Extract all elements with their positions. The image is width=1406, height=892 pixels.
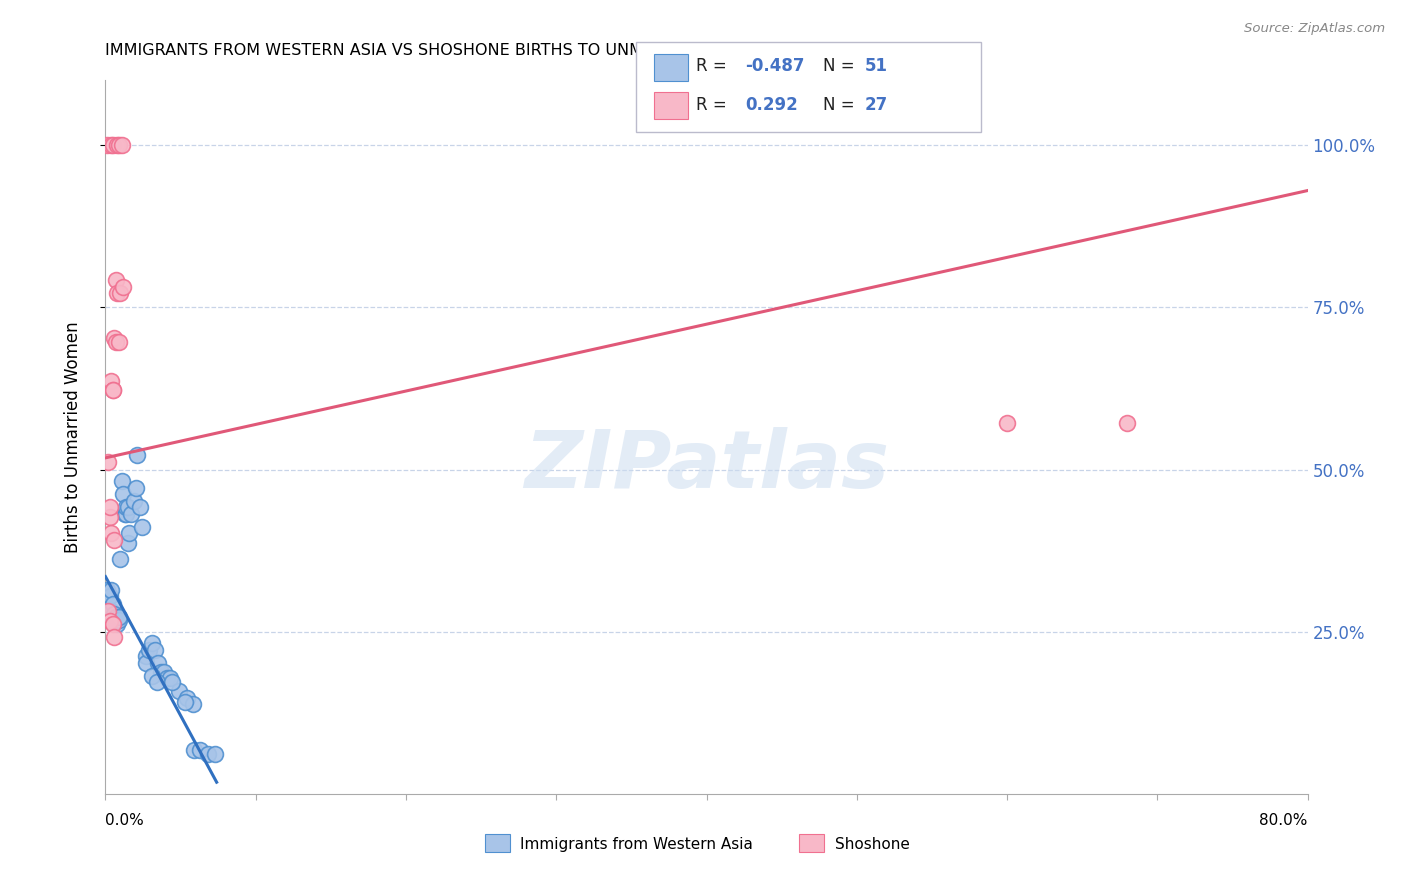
Point — [100, 604, 122, 618]
Point — [108, 138, 131, 153]
Point — [183, 743, 205, 757]
Point — [103, 607, 125, 621]
Text: R =: R = — [696, 57, 733, 75]
Point — [995, 416, 1018, 430]
Point — [188, 743, 211, 757]
Point — [204, 747, 226, 761]
Point — [103, 613, 125, 627]
Point — [111, 138, 134, 153]
Text: IMMIGRANTS FROM WESTERN ASIA VS SHOSHONE BIRTHS TO UNMARRIED WOMEN CORRELATION C: IMMIGRANTS FROM WESTERN ASIA VS SHOSHONE… — [105, 43, 952, 58]
Point — [120, 507, 142, 521]
Point — [112, 279, 135, 293]
Text: 27: 27 — [865, 95, 889, 113]
Point — [112, 487, 135, 501]
Point — [100, 526, 122, 541]
Point — [153, 665, 176, 679]
Point — [101, 384, 124, 398]
Point — [181, 698, 204, 712]
Point — [143, 643, 166, 657]
Point — [107, 613, 129, 627]
Point — [97, 604, 120, 618]
Point — [104, 613, 127, 627]
Point — [98, 500, 121, 515]
Point — [101, 598, 124, 612]
Point — [115, 500, 138, 515]
Point — [107, 286, 129, 301]
Point — [160, 675, 183, 690]
Point — [100, 582, 122, 597]
Text: 51: 51 — [865, 57, 887, 75]
Point — [98, 589, 121, 603]
Point — [135, 656, 157, 670]
Text: Source: ZipAtlas.com: Source: ZipAtlas.com — [1244, 22, 1385, 36]
Text: 0.0%: 0.0% — [105, 814, 145, 828]
Point — [98, 509, 121, 524]
Point — [97, 602, 120, 616]
Point — [101, 138, 124, 153]
Point — [103, 533, 125, 547]
Point — [145, 675, 167, 690]
Point — [138, 643, 160, 657]
Point — [110, 286, 132, 301]
Text: N =: N = — [823, 95, 859, 113]
Point — [110, 552, 132, 566]
Point — [115, 507, 138, 521]
Point — [103, 630, 125, 644]
Point — [124, 481, 146, 495]
Point — [141, 669, 163, 683]
Point — [117, 536, 139, 550]
Point — [107, 616, 129, 631]
Point — [101, 616, 124, 631]
Point — [100, 138, 122, 153]
Point — [167, 684, 190, 698]
Text: 80.0%: 80.0% — [1260, 814, 1308, 828]
Text: ZIPatlas: ZIPatlas — [524, 426, 889, 505]
Text: -0.487: -0.487 — [745, 57, 804, 75]
Point — [141, 636, 163, 650]
Point — [150, 665, 173, 679]
Text: N =: N = — [823, 57, 859, 75]
Text: R =: R = — [696, 95, 737, 113]
Point — [197, 747, 219, 761]
Point — [135, 649, 157, 664]
Point — [129, 500, 152, 515]
Text: Immigrants from Western Asia: Immigrants from Western Asia — [520, 837, 754, 852]
Point — [156, 672, 179, 686]
Point — [146, 656, 169, 670]
Point — [103, 331, 125, 345]
Point — [114, 507, 136, 521]
Point — [107, 138, 129, 153]
Point — [108, 613, 131, 627]
Point — [108, 610, 131, 624]
Point — [118, 526, 141, 541]
Text: 0.292: 0.292 — [745, 95, 799, 113]
Point — [97, 455, 120, 469]
Point — [104, 334, 127, 349]
Point — [117, 500, 139, 515]
Point — [100, 374, 122, 388]
Point — [108, 334, 131, 349]
Point — [122, 493, 145, 508]
Point — [101, 610, 124, 624]
Point — [1116, 416, 1139, 430]
Point — [174, 695, 197, 709]
Point — [125, 448, 148, 462]
Point — [131, 519, 153, 533]
Point — [159, 672, 181, 686]
Point — [101, 384, 124, 398]
Point — [176, 690, 198, 705]
Point — [111, 474, 134, 488]
Point — [96, 138, 118, 153]
Point — [96, 582, 118, 597]
Y-axis label: Births to Unmarried Women: Births to Unmarried Women — [63, 321, 82, 553]
Point — [104, 610, 127, 624]
Point — [104, 273, 127, 287]
Text: Shoshone: Shoshone — [835, 837, 910, 852]
Point — [98, 614, 121, 628]
